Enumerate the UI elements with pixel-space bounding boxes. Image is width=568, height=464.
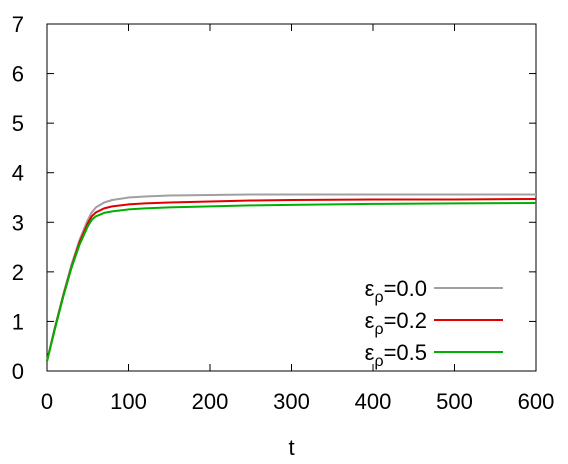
legend-label: ερ=0.0 xyxy=(365,276,427,306)
x-tick-label: 300 xyxy=(273,389,310,414)
legend: ερ=0.0ερ=0.2ερ=0.5 xyxy=(365,276,503,370)
y-tick-label: 5 xyxy=(12,111,24,136)
x-axis-title: t xyxy=(288,435,294,460)
axis-ticks xyxy=(46,23,537,372)
y-tick-label: 1 xyxy=(12,309,24,334)
y-tick-label: 4 xyxy=(12,161,24,186)
y-tick-label: 7 xyxy=(12,12,24,37)
legend-label: ερ=0.2 xyxy=(365,308,427,338)
legend-label: ερ=0.5 xyxy=(365,340,427,370)
series-line-1 xyxy=(46,198,537,362)
legend-entry: ερ=0.2 xyxy=(365,308,503,338)
x-tick-label: 200 xyxy=(192,389,229,414)
series-lines xyxy=(46,193,537,362)
series-line-2 xyxy=(46,202,537,362)
tick-labels: 0 100 200 300 400 500 600 0 1 2 3 4 5 6 7 xyxy=(12,12,555,414)
x-tick-label: 400 xyxy=(355,389,392,414)
x-tick-label: 100 xyxy=(110,389,147,414)
series-line-0 xyxy=(46,193,536,362)
legend-entry: ερ=0.5 xyxy=(365,340,503,370)
x-tick-label: 0 xyxy=(41,389,53,414)
legend-entry: ερ=0.0 xyxy=(365,276,503,306)
x-tick-label: 600 xyxy=(518,389,555,414)
plot-area-frame xyxy=(46,23,537,372)
y-tick-label: 6 xyxy=(12,62,24,87)
y-tick-label: 3 xyxy=(12,210,24,235)
y-tick-label: 0 xyxy=(12,359,24,384)
y-tick-label: 2 xyxy=(12,260,24,285)
x-tick-label: 500 xyxy=(436,389,473,414)
